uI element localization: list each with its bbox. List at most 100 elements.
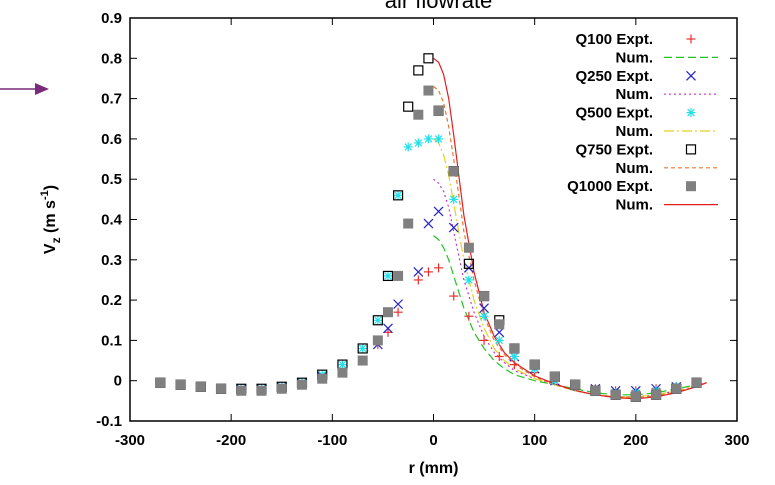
data-point (383, 327, 393, 337)
y-axis-label: Vz (m s-1) (39, 185, 63, 254)
legend-label: Q250 Expt. (575, 68, 653, 85)
data-point (479, 303, 490, 314)
data-point (509, 360, 519, 370)
data-point (433, 105, 444, 116)
data-point (413, 138, 423, 148)
arrow-head (35, 83, 49, 95)
data-point (423, 218, 434, 229)
data-point (479, 335, 489, 345)
legend: Q100 Expt.Num.Q250 Expt.Num.Q500 Expt.Nu… (567, 31, 718, 214)
data-point (382, 307, 393, 318)
data-point (494, 319, 505, 330)
arrow-annotation (0, 83, 49, 95)
x-axis-label: r (mm) (409, 460, 459, 477)
data-point (413, 275, 423, 285)
data-point (195, 381, 206, 392)
y-tick-label: 0.5 (101, 171, 122, 188)
data-point (529, 359, 540, 370)
legend-label: Num. (616, 197, 654, 214)
data-point (372, 335, 383, 346)
axes: -300 -200 -100 0 100 200 300 -0.1 0 0.1 0.2 0.3 0.4 0… (39, 10, 750, 477)
y-tick-label: 0.4 (101, 212, 123, 229)
data-point (449, 194, 459, 204)
y-tick-label: 0.6 (101, 131, 122, 148)
data-point (155, 377, 166, 388)
data-point (276, 383, 287, 394)
legend-label: Q750 Expt. (575, 141, 653, 158)
data-point (423, 53, 434, 64)
legend-marker (685, 144, 697, 155)
data-point (590, 385, 601, 396)
legend-label: Q1000 Expt. (567, 178, 653, 195)
data-point (413, 65, 424, 76)
data-point (383, 323, 393, 334)
series-line-9 (433, 57, 707, 400)
data-point (509, 343, 520, 354)
data-point (337, 360, 347, 370)
x-tick-label: -100 (317, 432, 347, 449)
data-point (671, 383, 682, 394)
legend-label: Num. (616, 123, 654, 140)
data-point (175, 379, 186, 390)
data-point (423, 134, 433, 144)
y-tick-label: 0.1 (101, 332, 122, 349)
x-tick-label: 0 (429, 432, 437, 449)
data-point (317, 373, 328, 384)
series-line-7 (433, 86, 707, 399)
series-points-8 (155, 85, 702, 402)
data-point (494, 352, 504, 362)
data-point (463, 258, 475, 269)
data-point (393, 190, 403, 200)
data-point (463, 242, 474, 253)
x-tick-label: 200 (623, 432, 648, 449)
data-point (393, 270, 404, 281)
data-point (413, 266, 424, 277)
series-points-0 (155, 263, 702, 396)
y-tick-label: 0.9 (101, 10, 122, 27)
legend-marker (686, 181, 696, 192)
data-point (494, 327, 505, 338)
x-tick-label: -300 (115, 432, 145, 449)
data-point (423, 85, 434, 96)
data-point (651, 389, 662, 400)
x-tick-label: 300 (724, 432, 749, 449)
series-points-2 (155, 206, 702, 396)
data-point (357, 343, 368, 354)
data-point (373, 315, 383, 325)
data-point (383, 271, 393, 281)
data-point (296, 379, 307, 390)
legend-marker (686, 108, 696, 118)
data-point (570, 379, 581, 390)
y-tick-label: 0.2 (101, 292, 122, 309)
data-point (393, 299, 404, 310)
data-point (448, 222, 459, 233)
data-point (358, 343, 368, 353)
data-point (382, 270, 394, 282)
data-point (464, 275, 474, 285)
y-tick-label: 0.8 (101, 50, 122, 67)
legend-label: Q500 Expt. (575, 105, 653, 122)
data-point (610, 389, 621, 400)
x-tick-label: -200 (216, 432, 246, 449)
y-tick-label: -0.1 (96, 413, 122, 430)
data-point (403, 142, 413, 152)
legend-label: Num. (616, 160, 654, 177)
series-layer (155, 53, 707, 402)
data-point (433, 206, 444, 217)
data-point (464, 311, 474, 321)
series-line-5 (433, 138, 707, 398)
data-point (434, 263, 444, 273)
data-point (434, 134, 444, 144)
data-point (337, 367, 348, 378)
chart-title: air flowrate (385, 0, 493, 13)
data-point (448, 166, 459, 177)
x-tick-label: 100 (522, 432, 547, 449)
legend-label: Num. (616, 49, 654, 66)
data-point (372, 315, 383, 326)
data-point (236, 385, 247, 396)
data-point (357, 355, 368, 366)
data-point (403, 101, 414, 112)
data-point (549, 371, 560, 382)
data-point (256, 385, 267, 396)
